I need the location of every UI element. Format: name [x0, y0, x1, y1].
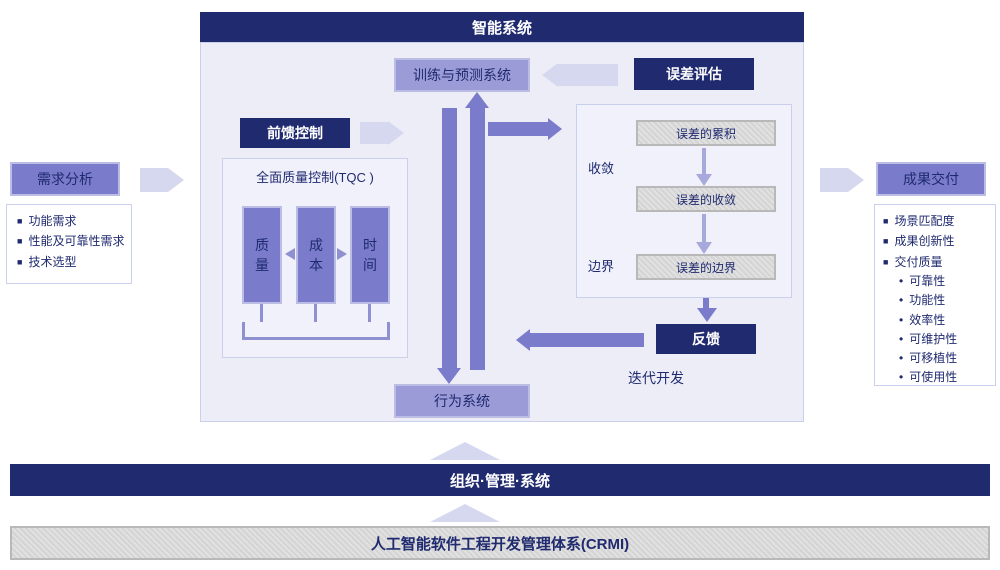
requirements-title: 需求分析 — [37, 169, 93, 189]
error-converge-box: 误差的收敛 — [636, 186, 776, 212]
arrow-errpanel-feedback-stem — [703, 298, 709, 310]
delivery-subitem: 功能性 — [899, 291, 991, 310]
error-boundary-box: 误差的边界 — [636, 254, 776, 280]
delivery-subitem: 可维护性 — [899, 330, 991, 349]
org-mgmt-bar: 组织·管理·系统 — [10, 464, 990, 496]
boundary-label: 边界 — [588, 256, 614, 275]
delivery-sublist: 可靠性 功能性 效率性 可维护性 可移植性 可使用性 — [879, 272, 991, 387]
arrow-center-err-right-tip — [548, 118, 562, 140]
delivery-item: 场景匹配度 — [883, 211, 991, 231]
tqc-title: 全面质量控制(TQC ) — [231, 167, 399, 186]
error-accum-box: 误差的累积 — [636, 120, 776, 146]
tqc-col-cost: 成本 — [296, 206, 336, 304]
arrow-feedback-left-tip — [516, 329, 530, 351]
arrow-center-to-right-tip — [848, 168, 864, 192]
tqc-col-time: 时间 — [350, 206, 390, 304]
delivery-title-box: 成果交付 — [876, 162, 986, 196]
training-box: 训练与预测系统 — [394, 58, 530, 92]
arrow-ff-right — [360, 122, 388, 144]
center-up-tip — [465, 92, 489, 108]
crmi-bar: 人工智能软件工程开发管理体系(CRMI) — [10, 526, 990, 560]
center-down-tip — [437, 368, 461, 384]
delivery-panel: 场景匹配度 成果创新性 交付质量 可靠性 功能性 效率性 可维护性 可移植性 可… — [874, 204, 996, 386]
arrow-up-crmi-tip — [430, 504, 500, 522]
requirements-panel: 功能需求 性能及可靠性需求 技术选型 — [6, 204, 132, 284]
center-down-bar — [442, 108, 457, 370]
arrow-left-to-center — [140, 168, 168, 192]
requirements-item: 技术选型 — [17, 252, 125, 272]
iter-label: 迭代开发 — [628, 368, 684, 388]
arrow-errpanel-feedback — [697, 308, 717, 322]
tqc-stub — [314, 304, 317, 322]
error-eval-box: 误差评估 — [634, 58, 754, 90]
tqc-stub — [368, 304, 371, 322]
error-arrow-stem — [702, 148, 706, 174]
requirements-list: 功能需求 性能及可靠性需求 技术选型 — [13, 211, 125, 272]
delivery-item: 交付质量 — [883, 252, 991, 272]
requirements-item: 性能及可靠性需求 — [17, 231, 125, 251]
arrow-ff-right-tip — [388, 121, 404, 145]
tqc-col-quality: 质量 — [242, 206, 282, 304]
requirements-item: 功能需求 — [17, 211, 125, 231]
requirements-title-box: 需求分析 — [10, 162, 120, 196]
intelligent-system-title: 智能系统 — [200, 12, 804, 42]
arrow-feedback-left — [530, 333, 644, 347]
error-arrow-tip — [696, 242, 712, 254]
feedback-box: 反馈 — [656, 324, 756, 354]
error-arrow-stem — [702, 214, 706, 242]
arrow-eval-to-training — [558, 64, 618, 86]
delivery-subitem: 效率性 — [899, 311, 991, 330]
center-up-bar — [470, 108, 485, 370]
delivery-subitem: 可移植性 — [899, 349, 991, 368]
error-arrow-tip — [696, 174, 712, 186]
arrow-center-to-right — [820, 168, 848, 192]
tqc-stub — [260, 304, 263, 322]
delivery-item: 成果创新性 — [883, 231, 991, 251]
tqc-tiny-arrow — [285, 248, 295, 260]
delivery-list: 场景匹配度 成果创新性 交付质量 — [879, 211, 991, 272]
feedforward-box: 前馈控制 — [240, 118, 350, 148]
behavior-box: 行为系统 — [394, 384, 530, 418]
delivery-subitem: 可使用性 — [899, 368, 991, 387]
tqc-bracket — [242, 322, 390, 340]
delivery-subitem: 可靠性 — [899, 272, 991, 291]
arrow-eval-to-training-tip — [542, 63, 558, 87]
tqc-tiny-arrow — [337, 248, 347, 260]
arrow-left-to-center-tip — [168, 168, 184, 192]
converge-label: 收敛 — [588, 158, 614, 177]
arrow-center-err-right — [488, 122, 548, 136]
